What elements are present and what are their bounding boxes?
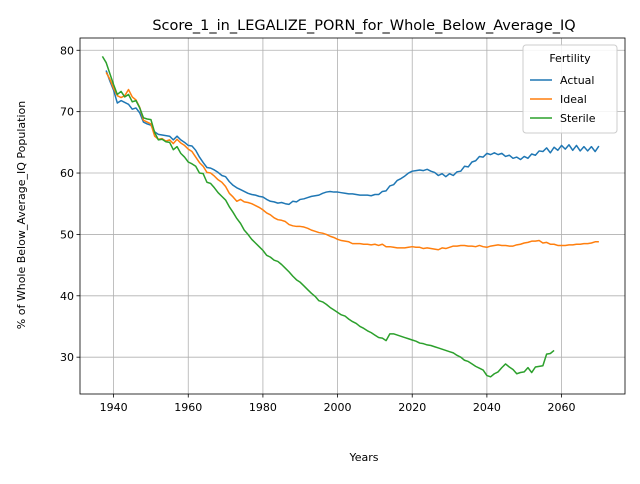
y-tick-label: 80 <box>60 44 74 57</box>
y-tick-label: 60 <box>60 167 74 180</box>
x-tick-label: 1980 <box>249 401 277 414</box>
x-axis-label: Years <box>348 451 378 464</box>
y-axis-label: % of Whole Below_Average_IQ Population <box>15 101 28 329</box>
y-tick-label: 40 <box>60 290 74 303</box>
plot-frame <box>79 37 626 395</box>
legend-label-ideal: Ideal <box>560 93 587 106</box>
series-line-actual <box>105 70 600 206</box>
legend-label-sterile: Sterile <box>560 112 596 125</box>
y-tick-label: 30 <box>60 351 74 364</box>
x-axis-ticks: 1940 1960 1980 2000 2020 2040 2060 <box>100 394 576 414</box>
legend: Fertility Actual Ideal Sterile <box>522 44 618 134</box>
series-lines <box>101 56 600 378</box>
x-tick-label: 2020 <box>398 401 426 414</box>
series-line-sterile <box>101 56 555 378</box>
x-tick-label: 2040 <box>473 401 501 414</box>
x-tick-label: 2060 <box>548 401 576 414</box>
series-line-ideal <box>105 72 599 251</box>
y-tick-label: 50 <box>60 228 74 241</box>
legend-box <box>522 44 618 134</box>
y-axis-ticks: 30 40 50 60 70 80 <box>60 44 80 364</box>
legend-title: Fertility <box>549 52 591 65</box>
x-tick-label: 1940 <box>100 401 128 414</box>
grid <box>80 38 625 394</box>
x-tick-label: 2000 <box>324 401 352 414</box>
legend-label-actual: Actual <box>560 74 594 87</box>
chart-title: Score_1_in_LEGALIZE_PORN_for_Whole_Below… <box>152 18 575 34</box>
legend-entries: Actual Ideal Sterile <box>530 74 596 125</box>
y-tick-label: 70 <box>60 106 74 119</box>
x-tick-label: 1960 <box>174 401 202 414</box>
